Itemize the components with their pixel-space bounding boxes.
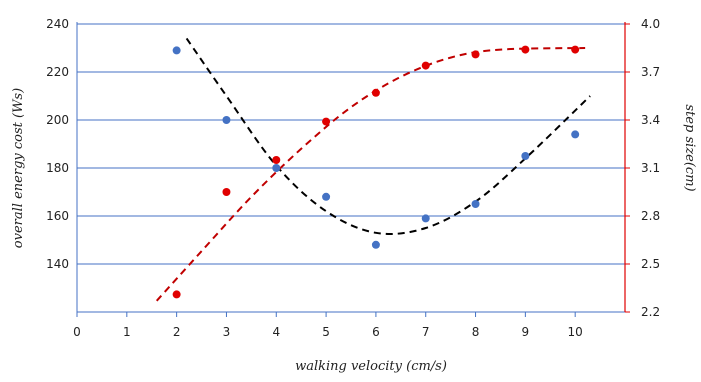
energy-point bbox=[421, 214, 430, 223]
x-tick-label: 10 bbox=[568, 325, 583, 339]
tick-labels: 0 1 2 3 4 5 6 7 8 9 10 140 160 180 200 220 240 2.2 2.5 2.8 3… bbox=[46, 17, 660, 339]
y-right-tick-label: 2.8 bbox=[641, 209, 660, 223]
y-left-tick-label: 200 bbox=[46, 113, 69, 127]
energy-point bbox=[571, 130, 580, 139]
x-tick-label: 1 bbox=[123, 325, 131, 339]
y-left-tick-label: 160 bbox=[46, 209, 69, 223]
trendlines bbox=[155, 37, 591, 302]
energy-point bbox=[272, 164, 281, 172]
x-tick-label: 5 bbox=[322, 325, 330, 339]
x-tick-label: 3 bbox=[223, 325, 231, 339]
step-point bbox=[322, 117, 331, 126]
step-point bbox=[222, 188, 231, 196]
step-point bbox=[471, 50, 480, 59]
y-left-tick-label: 180 bbox=[46, 161, 69, 175]
energy-point bbox=[222, 116, 231, 124]
x-tick-label: 7 bbox=[422, 325, 430, 339]
energy-point bbox=[322, 192, 331, 201]
energy-point bbox=[172, 46, 181, 55]
y-axis-right-label: step size(cm) bbox=[682, 104, 697, 191]
trendline-energy bbox=[185, 37, 591, 235]
energy-point bbox=[371, 240, 380, 249]
energy-point bbox=[471, 200, 480, 208]
x-tick-label: 8 bbox=[472, 325, 480, 339]
y-right-tick-label: 2.2 bbox=[641, 305, 660, 319]
step-point bbox=[272, 156, 281, 164]
y-left-tick-label: 140 bbox=[46, 257, 69, 271]
x-tick-label: 2 bbox=[173, 325, 181, 339]
x-axis-label: walking velocity (cm/s) bbox=[295, 359, 447, 374]
step-point bbox=[521, 45, 530, 54]
y-right-tick-label: 3.1 bbox=[641, 161, 660, 175]
y-left-tick-label: 220 bbox=[46, 65, 69, 79]
x-tick-label: 6 bbox=[372, 325, 380, 339]
x-tick-label: 4 bbox=[272, 325, 280, 339]
trendline-step bbox=[155, 47, 586, 302]
axes bbox=[76, 22, 630, 317]
step-point bbox=[172, 290, 181, 299]
y-right-tick-label: 2.5 bbox=[641, 257, 660, 271]
y-axis-left-label: overall energy cost (Ws) bbox=[11, 88, 26, 248]
step-point bbox=[421, 61, 430, 70]
y-right-tick-label: 4.0 bbox=[641, 17, 660, 31]
x-tick-label: 0 bbox=[73, 325, 81, 339]
y-right-tick-label: 3.4 bbox=[641, 113, 660, 127]
x-tick-label: 9 bbox=[522, 325, 530, 339]
step-point bbox=[571, 45, 580, 54]
grid bbox=[77, 23, 625, 265]
y-left-tick-label: 240 bbox=[46, 17, 69, 31]
step-point bbox=[371, 88, 380, 97]
y-right-tick-label: 3.7 bbox=[641, 65, 660, 79]
energy-point bbox=[521, 152, 530, 160]
data-points bbox=[172, 45, 580, 299]
